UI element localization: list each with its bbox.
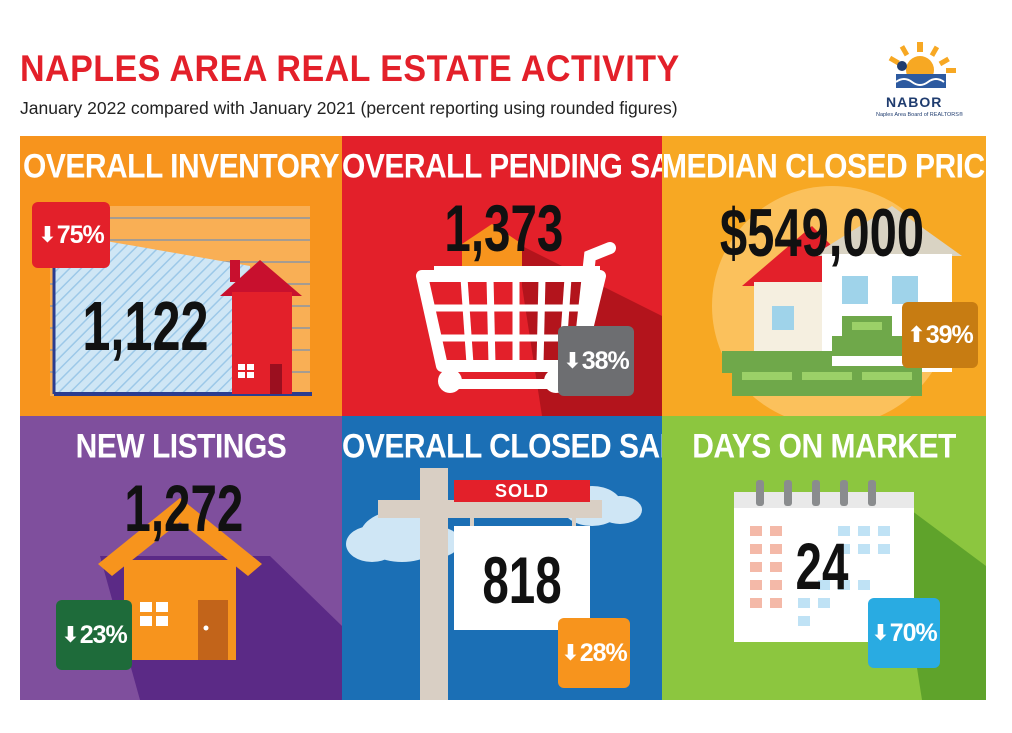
tile-new-listings: NEW LISTINGS 1,272 ⬇ 23% — [20, 416, 342, 700]
listings-value: 1,272 — [124, 471, 244, 545]
tile-title: OVERALL CLOSED SALES — [342, 427, 662, 466]
page-subtitle: January 2022 compared with January 2021 … — [20, 98, 678, 118]
arrow-down-icon: ⬇ — [61, 622, 79, 647]
tile-title: DAYS ON MARKET — [692, 427, 956, 466]
days-change: 70% — [889, 618, 938, 647]
house-money-icon — [712, 186, 962, 416]
arrow-up-icon: ⬆ — [907, 322, 925, 347]
tile-median-closed-price: MEDIAN CLOSED PRICE $549,000 ⬆ 39% — [662, 136, 986, 416]
tile-title: MEDIAN CLOSED PRICE — [662, 147, 986, 186]
tile-days-on-market: DAYS ON MARKET 24 ⬇ 70% — [662, 416, 986, 700]
inventory-change-badge: ⬇ 75% — [32, 202, 110, 268]
arrow-down-icon: ⬇ — [561, 640, 579, 665]
logo-wordmark: NABOR — [886, 94, 943, 110]
house-icon — [98, 498, 342, 700]
listings-change: 23% — [79, 620, 128, 649]
tile-title: NEW LISTINGS — [75, 427, 287, 466]
tile-title: OVERALL INVENTORY — [23, 147, 340, 186]
price-change-badge: ⬆ 39% — [902, 302, 978, 368]
arrow-down-icon: ⬇ — [871, 620, 889, 645]
arrow-down-icon: ⬇ — [563, 348, 581, 373]
pending-change-badge: ⬇ 38% — [558, 326, 634, 396]
closed-change: 28% — [579, 638, 628, 667]
listings-change-badge: ⬇ 23% — [56, 600, 132, 670]
tile-overall-inventory: OVERALL INVENTORY 1,122 ⬇ 75% — [20, 136, 342, 416]
tile-overall-pending-sales: OVERALL PENDING SALES 1,373 ⬇38% — [342, 136, 662, 416]
closed-value: 818 — [482, 543, 562, 617]
inventory-value: 1,122 — [82, 287, 209, 365]
pending-change: 38% — [581, 346, 630, 375]
tile-title: OVERALL PENDING SALES — [342, 147, 662, 186]
inventory-change: 75% — [56, 220, 105, 249]
closed-change-badge: ⬇ 28% — [558, 618, 630, 688]
sold-sign-icon — [346, 468, 642, 700]
price-value: $549,000 — [719, 195, 925, 271]
tile-overall-closed-sales: OVERALL CLOSED SALES SOLD 818 ⬇28% — [342, 416, 662, 700]
nabor-logo-icon — [888, 42, 956, 88]
sold-sign-label: SOLD — [494, 481, 549, 501]
days-value: 24 — [795, 529, 849, 603]
arrow-down-icon: ⬇ — [38, 222, 56, 247]
house-chart-icon — [50, 206, 312, 396]
price-change: 39% — [925, 320, 974, 349]
pending-value: 1,373 — [444, 191, 564, 265]
page-title: NAPLES AREA REAL ESTATE ACTIVITY — [20, 48, 680, 89]
logo-tagline: Naples Area Board of REALTORS® — [876, 112, 964, 118]
days-change-badge: ⬇ 70% — [868, 598, 940, 668]
